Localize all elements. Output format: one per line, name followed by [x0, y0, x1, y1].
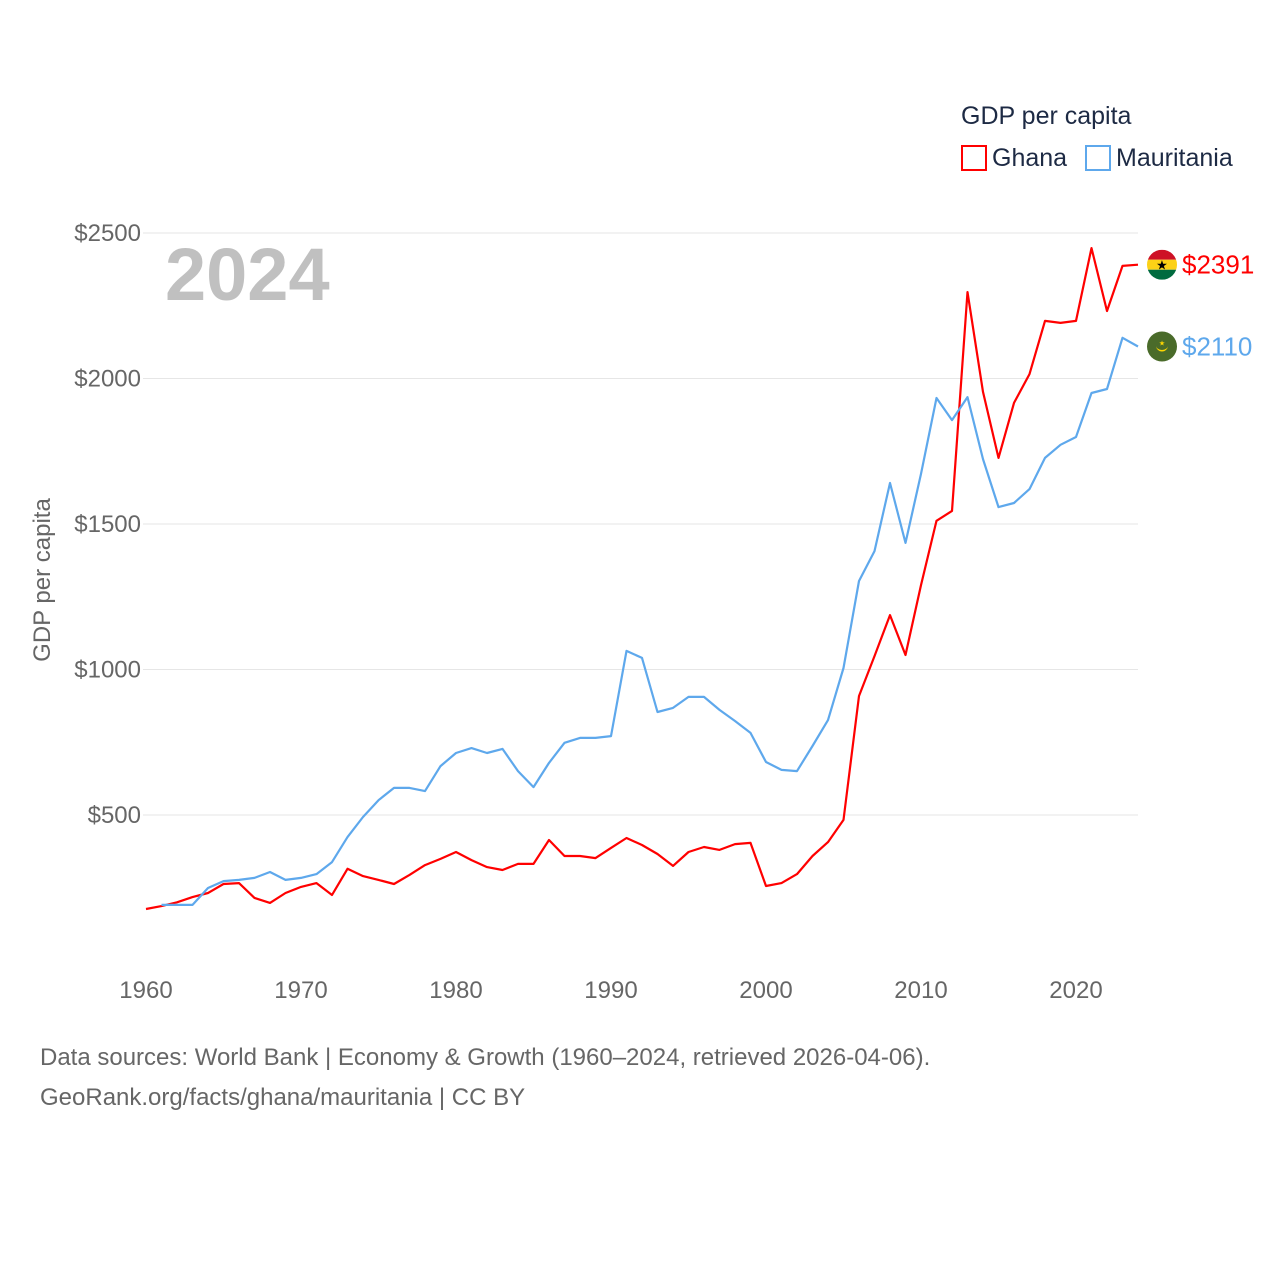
legend-label-ghana: Ghana [992, 144, 1067, 172]
legend-title: GDP per capita [961, 102, 1132, 130]
crescent-icon [1156, 345, 1168, 352]
x-tick-label: 1960 [119, 977, 172, 1004]
series-line-ghana [145, 247, 1139, 911]
flag-stripe [1147, 269, 1177, 280]
mauritania-flag-icon: ★ [1147, 331, 1177, 362]
series-line-mauritania [161, 336, 1139, 907]
end-value-label: $2391 [1182, 250, 1254, 280]
x-tick-label: 2020 [1049, 977, 1102, 1004]
flag-stripe [1147, 249, 1177, 260]
x-tick-label: 2000 [739, 977, 792, 1004]
y-axis-label: GDP per capita [29, 498, 56, 662]
ghana-flag-icon: ★ [1147, 249, 1177, 280]
star-icon: ★ [1156, 258, 1168, 273]
star-icon: ★ [1159, 339, 1165, 347]
x-tick-label: 1980 [429, 977, 482, 1004]
legend-swatch-mauritania [1085, 145, 1111, 171]
end-value-label: $2110 [1182, 331, 1252, 361]
legend-label-mauritania: Mauritania [1116, 144, 1233, 172]
footer-sources: Data sources: World Bank | Economy & Gro… [40, 1044, 931, 1071]
y-tick-label: $2000 [74, 366, 141, 393]
flag-stripe [1147, 259, 1177, 270]
footer-link[interactable]: GeoRank.org/facts/ghana/mauritania | CC … [40, 1084, 526, 1111]
legend-swatch-ghana [961, 145, 987, 171]
y-tick-label: $500 [88, 802, 141, 829]
y-tick-label: $2500 [74, 220, 141, 247]
year-label: 2024 [165, 233, 330, 316]
flag-stripes [1147, 249, 1177, 280]
x-tick-label: 1970 [274, 977, 327, 1004]
y-tick-label: $1500 [74, 511, 141, 538]
x-tick-label: 2010 [894, 977, 947, 1004]
y-tick-label: $1000 [74, 657, 141, 684]
flag-circle [1147, 331, 1177, 362]
x-tick-label: 1990 [584, 977, 637, 1004]
